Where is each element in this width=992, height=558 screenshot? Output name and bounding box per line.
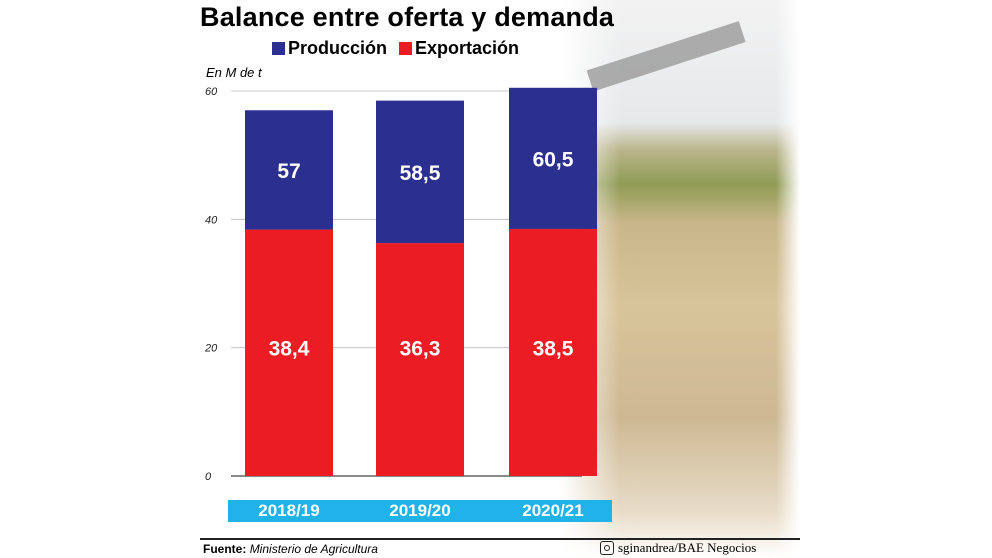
source-text: Ministerio de Agricultura xyxy=(249,542,378,556)
y-tick-label: 60 xyxy=(205,86,218,98)
legend-label: Producción xyxy=(288,38,388,58)
data-label-produccion: 60,5 xyxy=(533,148,574,171)
bar-produccion xyxy=(376,100,464,244)
legend: Producción Exportación xyxy=(272,38,519,59)
bar-exportacion xyxy=(509,228,597,476)
data-label-exportacion: 38,4 xyxy=(269,338,310,361)
category-label: 2020/21 xyxy=(522,501,584,520)
source-label: Fuente: xyxy=(203,542,247,556)
legend-label: Exportación xyxy=(415,38,520,58)
y-axis-label: En M de t xyxy=(206,65,262,80)
credit: sginandrea/BAE Negocios xyxy=(600,540,756,556)
data-label-exportacion: 36,3 xyxy=(400,338,441,361)
data-label-produccion: 57 xyxy=(277,160,300,183)
legend-swatch xyxy=(272,42,285,55)
legend-item-produccion: Producción xyxy=(272,38,387,59)
y-tick-label: 40 xyxy=(205,214,218,226)
instagram-icon xyxy=(600,541,614,555)
data-label-produccion: 58,5 xyxy=(400,162,441,185)
footer-divider xyxy=(200,538,800,540)
chart-title: Balance entre oferta y demanda xyxy=(200,2,615,32)
bar-exportacion xyxy=(245,229,333,476)
harvest-photo xyxy=(560,0,800,558)
bar-exportacion xyxy=(376,243,464,476)
legend-item-exportacion: Exportación xyxy=(399,38,519,59)
legend-swatch xyxy=(399,42,413,55)
source: Fuente: Ministerio de Agricultura xyxy=(203,542,378,556)
category-strip xyxy=(228,500,612,522)
bar-produccion xyxy=(509,87,597,229)
category-label: 2019/20 xyxy=(389,501,451,520)
credit-text: sginandrea/BAE Negocios xyxy=(618,540,757,555)
y-tick-label: 20 xyxy=(204,343,218,355)
bar-produccion xyxy=(245,110,333,230)
category-label: 2018/19 xyxy=(258,501,320,520)
y-tick-label: 0 xyxy=(205,471,212,483)
data-label-exportacion: 38,5 xyxy=(533,338,574,361)
